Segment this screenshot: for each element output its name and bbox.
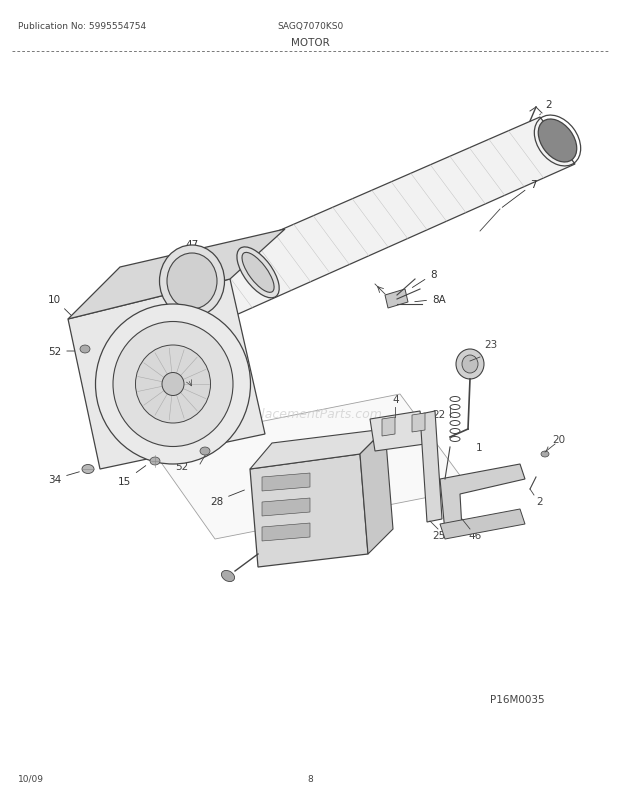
Text: 47: 47	[185, 240, 198, 269]
Ellipse shape	[237, 248, 279, 298]
Polygon shape	[68, 280, 265, 469]
Polygon shape	[382, 418, 395, 436]
Ellipse shape	[167, 253, 217, 310]
Text: ReplacementParts.com: ReplacementParts.com	[237, 408, 383, 421]
Ellipse shape	[538, 119, 577, 163]
Polygon shape	[412, 414, 425, 432]
Text: 7: 7	[502, 180, 537, 208]
Polygon shape	[148, 395, 470, 539]
Ellipse shape	[462, 355, 478, 374]
Ellipse shape	[221, 571, 234, 581]
Text: 23: 23	[484, 339, 497, 350]
Text: 28: 28	[210, 490, 244, 506]
Text: 52: 52	[175, 461, 188, 472]
Ellipse shape	[159, 245, 224, 318]
Polygon shape	[250, 429, 385, 469]
Text: 25: 25	[432, 530, 445, 541]
Polygon shape	[440, 509, 525, 539]
Text: 34: 34	[48, 472, 79, 484]
Text: 2: 2	[540, 100, 552, 115]
Polygon shape	[262, 498, 310, 516]
Text: 22: 22	[432, 410, 445, 419]
Text: Publication No: 5995554754: Publication No: 5995554754	[18, 22, 146, 31]
Text: 46: 46	[468, 530, 481, 541]
Text: 20: 20	[552, 435, 565, 444]
Ellipse shape	[82, 465, 94, 474]
Text: 8: 8	[412, 269, 436, 288]
Text: 8A: 8A	[415, 294, 446, 305]
Polygon shape	[440, 464, 525, 533]
Ellipse shape	[80, 346, 90, 354]
Text: P16M0035: P16M0035	[490, 695, 544, 704]
Polygon shape	[250, 455, 368, 567]
Text: 2: 2	[536, 496, 542, 506]
Ellipse shape	[541, 452, 549, 457]
Ellipse shape	[95, 305, 250, 464]
Ellipse shape	[242, 253, 274, 293]
Text: 4: 4	[392, 395, 399, 404]
Polygon shape	[370, 411, 425, 452]
Text: 10: 10	[48, 294, 78, 322]
Polygon shape	[420, 411, 442, 522]
Text: 1: 1	[476, 443, 482, 452]
Text: SAGQ7070KS0: SAGQ7070KS0	[277, 22, 343, 31]
Ellipse shape	[200, 448, 210, 456]
Polygon shape	[262, 473, 310, 492]
Polygon shape	[262, 524, 310, 541]
Ellipse shape	[113, 322, 233, 447]
Text: 8: 8	[307, 774, 313, 783]
Text: 10/09: 10/09	[18, 774, 44, 783]
Text: 52: 52	[48, 346, 79, 357]
Ellipse shape	[456, 350, 484, 379]
Ellipse shape	[136, 346, 211, 423]
Ellipse shape	[162, 373, 184, 396]
Polygon shape	[145, 118, 575, 339]
Polygon shape	[68, 229, 285, 320]
Polygon shape	[385, 290, 408, 309]
Text: 15: 15	[118, 466, 146, 486]
Ellipse shape	[150, 457, 160, 465]
Text: MOTOR: MOTOR	[291, 38, 329, 48]
Polygon shape	[360, 429, 393, 554]
